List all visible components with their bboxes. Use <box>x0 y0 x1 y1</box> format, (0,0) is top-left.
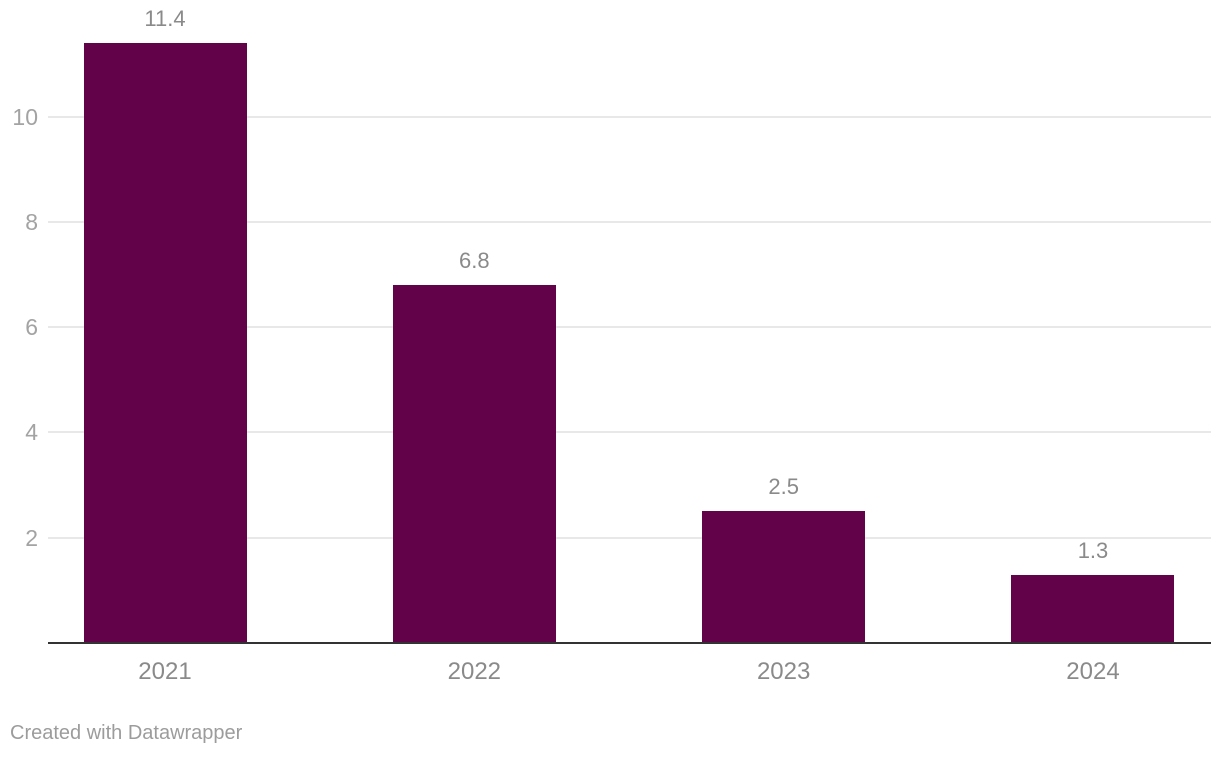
datawrapper-attribution-link[interactable]: Created with Datawrapper <box>10 722 243 744</box>
gridline-y-6 <box>48 326 1211 329</box>
category-label-2023: 2023 <box>756 658 811 685</box>
category-label-2024: 2024 <box>1066 658 1120 685</box>
y-tick-label-4: 4 <box>25 419 38 446</box>
value-label-2024: 1.3 <box>1077 537 1109 563</box>
gridline-y-2 <box>48 536 1211 539</box>
y-tick-label-2: 2 <box>25 524 38 551</box>
bar-2023[interactable] <box>702 511 866 643</box>
gridline-y-10 <box>48 115 1211 118</box>
value-label-2023: 2.5 <box>768 474 799 500</box>
y-tick-label-10: 10 <box>12 103 38 130</box>
category-label-2022: 2022 <box>447 658 502 685</box>
value-label-2021: 11.4 <box>144 6 186 31</box>
gridline-y-4 <box>48 431 1211 434</box>
y-tick-label-8: 8 <box>25 208 38 235</box>
bar-2022[interactable] <box>392 285 556 643</box>
bar-2021[interactable] <box>83 43 247 643</box>
value-label-2022: 6.8 <box>459 248 490 274</box>
y-tick-label-6: 6 <box>25 314 38 341</box>
category-label-2021: 2021 <box>138 658 192 685</box>
x-axis-line <box>48 642 1211 644</box>
gridline-y-8 <box>48 220 1211 223</box>
bar-2024[interactable] <box>1011 574 1175 643</box>
